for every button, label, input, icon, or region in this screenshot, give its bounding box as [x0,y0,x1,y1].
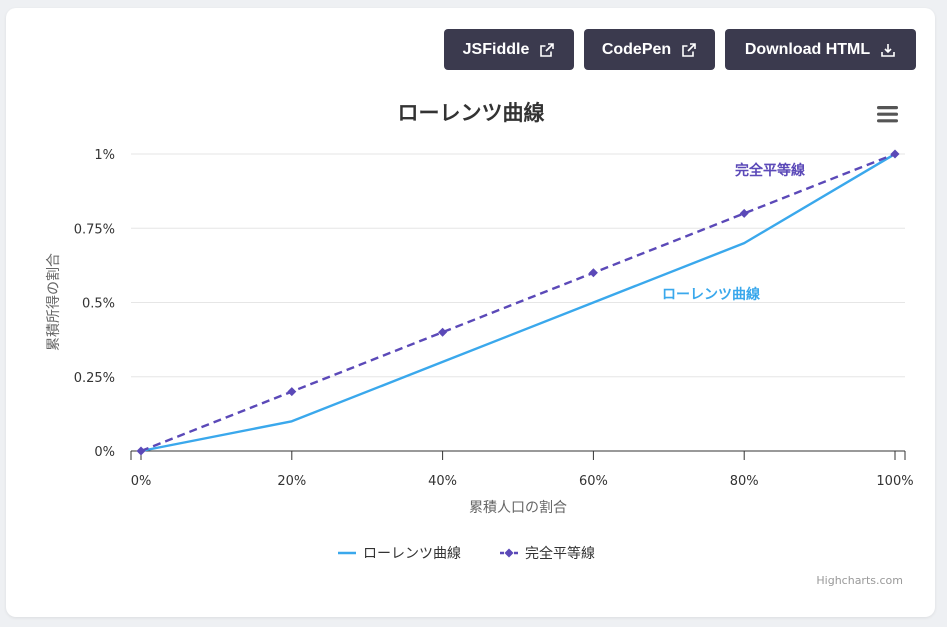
legend-marker [504,548,514,558]
external-link-icon [682,42,696,57]
legend-item[interactable]: ローレンツ曲線 [338,546,461,562]
series-point [890,149,900,159]
download-html-button[interactable]: Download HTML [725,29,916,70]
chart-menu-icon[interactable] [872,100,902,128]
series-point [287,387,297,397]
y-tick-label: 0.5% [82,297,115,312]
download-icon [881,43,895,57]
x-axis-title: 累積人口の割合 [469,499,567,516]
legend-label: 完全平等線 [525,545,595,562]
y-tick-label: 0% [94,445,115,460]
external-link-icon [540,42,555,57]
series-annotation-label: 完全平等線 [735,162,805,179]
legend: ローレンツ曲線 完全平等線 [338,545,595,562]
series-line-2 [140,152,896,453]
y-tick-label: 0.25% [74,371,115,386]
codepen-button[interactable]: CodePen [584,29,715,70]
toolbar: JSFiddle CodePen Download HTML [0,29,947,70]
series-line-1 [140,152,896,453]
jsfiddle-label: JSFiddle [462,40,530,58]
y-axis-title: 累積所得の割合 [45,253,62,351]
credits-link[interactable]: Highcharts.com [816,574,903,587]
x-tick-label: 80% [730,474,759,489]
y-tick-label: 0.75% [74,222,115,237]
series-point [739,208,749,218]
series-annotation-label: ローレンツ曲線 [662,286,760,303]
x-tick-label: 20% [277,474,306,489]
x-tick-label: 40% [428,474,457,489]
series-point [136,446,146,456]
series-point [438,327,448,337]
jsfiddle-button[interactable]: JSFiddle [444,29,574,70]
download-html-label: Download HTML [744,40,871,58]
x-tick-label: 60% [579,474,608,489]
y-tick-label: 1% [94,148,115,163]
codepen-label: CodePen [601,40,672,58]
chart-card [6,8,935,617]
series-point [588,268,598,278]
chart-title: ローレンツ曲線 [398,101,545,125]
legend-label: ローレンツ曲線 [363,546,461,562]
legend-item[interactable]: 完全平等線 [500,545,595,562]
x-tick-label: 100% [876,474,913,489]
x-tick-label: 0% [131,474,152,489]
